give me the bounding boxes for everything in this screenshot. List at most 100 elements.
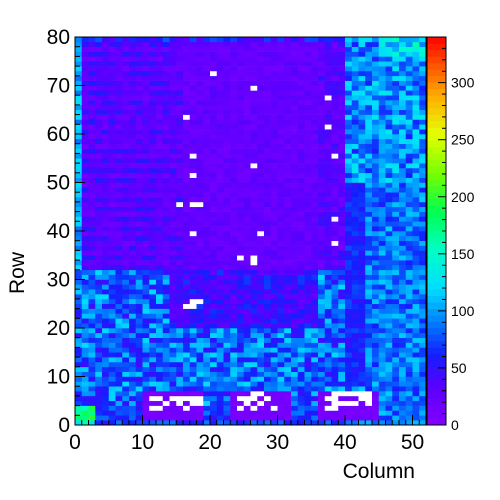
heatmap-cell bbox=[419, 100, 427, 106]
heatmap-cell bbox=[196, 303, 204, 309]
heatmap-cell bbox=[405, 289, 413, 295]
x-tick-label: 50 bbox=[401, 431, 424, 454]
heatmap-cell bbox=[149, 80, 157, 86]
heatmap-cell bbox=[419, 138, 427, 144]
heatmap-cell bbox=[338, 201, 346, 208]
heatmap-cell bbox=[324, 410, 332, 416]
heatmap-cell bbox=[419, 124, 427, 130]
heatmap-cell bbox=[129, 260, 137, 266]
heatmap-cell bbox=[142, 395, 150, 402]
heatmap-cell bbox=[115, 294, 123, 300]
heatmap-cell bbox=[102, 104, 110, 111]
heatmap-cell bbox=[75, 148, 83, 154]
heatmap-cell bbox=[176, 318, 184, 324]
heatmap-cell bbox=[81, 250, 89, 256]
heatmap-cell bbox=[318, 206, 326, 212]
heatmap-cell bbox=[291, 420, 299, 426]
heatmap-cell bbox=[311, 119, 319, 125]
heatmap-cell bbox=[196, 260, 204, 266]
heatmap-cell bbox=[257, 279, 265, 285]
heatmap-cell bbox=[216, 347, 224, 353]
heatmap-cell bbox=[142, 405, 150, 411]
heatmap-cell bbox=[318, 279, 326, 285]
heatmap-cell bbox=[196, 206, 204, 212]
heatmap-cell bbox=[392, 279, 400, 285]
heatmap-cell bbox=[358, 400, 366, 406]
heatmap-cell bbox=[156, 298, 164, 305]
heatmap-cell bbox=[419, 41, 427, 47]
heatmap-cell bbox=[311, 289, 319, 295]
heatmap-cell bbox=[405, 240, 413, 246]
heatmap-cell bbox=[324, 182, 332, 188]
heatmap-cell bbox=[365, 342, 373, 348]
heatmap-cell bbox=[385, 255, 393, 261]
heatmap-cell bbox=[392, 294, 400, 300]
heatmap-cell bbox=[230, 134, 238, 140]
heatmap-cell bbox=[264, 85, 272, 91]
heatmap-cell bbox=[324, 80, 332, 86]
heatmap-cell bbox=[149, 37, 157, 43]
heatmap-cell bbox=[264, 41, 272, 47]
heatmap-cell bbox=[297, 95, 305, 101]
heatmap-cell bbox=[237, 70, 245, 77]
heatmap-cell bbox=[351, 134, 359, 140]
heatmap-cell bbox=[264, 420, 272, 426]
heatmap-cell bbox=[75, 318, 83, 324]
heatmap-cell bbox=[88, 366, 96, 372]
heatmap-cell bbox=[345, 80, 353, 86]
heatmap-cell bbox=[277, 187, 285, 193]
heatmap-cell bbox=[142, 129, 150, 135]
heatmap-cell bbox=[412, 37, 420, 43]
heatmap-cell bbox=[243, 279, 251, 285]
heatmap-cell bbox=[129, 114, 137, 120]
heatmap-cell bbox=[243, 415, 251, 421]
heatmap-cell bbox=[223, 240, 231, 246]
heatmap-cell bbox=[142, 119, 150, 125]
heatmap-cell bbox=[216, 328, 224, 334]
heatmap-cell bbox=[365, 274, 373, 280]
heatmap-cell bbox=[264, 371, 272, 377]
heatmap-cell bbox=[318, 192, 326, 198]
heatmap-cell bbox=[102, 420, 110, 426]
heatmap-cell bbox=[81, 337, 89, 343]
heatmap-cell bbox=[176, 119, 184, 125]
heatmap-cell bbox=[345, 352, 353, 358]
heatmap-cell bbox=[365, 303, 373, 309]
heatmap-cell bbox=[189, 138, 197, 144]
heatmap-cell bbox=[351, 163, 359, 169]
heatmap-cell bbox=[378, 395, 386, 402]
heatmap-cell bbox=[189, 366, 197, 372]
heatmap-cell bbox=[338, 61, 346, 67]
heatmap-cell bbox=[372, 298, 380, 305]
heatmap-cell bbox=[216, 172, 224, 178]
heatmap-cell bbox=[392, 158, 400, 164]
heatmap-cell bbox=[129, 303, 137, 309]
heatmap-cell bbox=[378, 289, 386, 295]
heatmap-cell bbox=[318, 231, 326, 237]
heatmap-cell bbox=[243, 371, 251, 377]
heatmap-cell bbox=[311, 124, 319, 130]
heatmap-cell bbox=[223, 163, 231, 169]
heatmap-cell bbox=[291, 231, 299, 237]
heatmap-cell bbox=[196, 410, 204, 416]
heatmap-cell bbox=[102, 211, 110, 217]
heatmap-cell bbox=[149, 391, 157, 397]
heatmap-cell bbox=[108, 371, 116, 377]
heatmap-cell bbox=[81, 347, 89, 353]
heatmap-cell bbox=[284, 158, 292, 164]
heatmap-cell bbox=[358, 391, 366, 397]
heatmap-cell bbox=[392, 124, 400, 130]
heatmap-cell bbox=[372, 420, 380, 426]
heatmap-cell bbox=[250, 70, 258, 77]
heatmap-cell bbox=[108, 361, 116, 368]
heatmap-cell bbox=[81, 313, 89, 319]
heatmap-cell bbox=[338, 177, 346, 183]
heatmap-cell bbox=[142, 70, 150, 77]
heatmap-cell bbox=[230, 143, 238, 149]
heatmap-cell bbox=[264, 342, 272, 348]
heatmap-cell bbox=[318, 415, 326, 421]
heatmap-cell bbox=[331, 206, 339, 212]
heatmap-cell bbox=[243, 410, 251, 416]
heatmap-cell bbox=[108, 172, 116, 178]
heatmap-cell bbox=[129, 66, 137, 72]
